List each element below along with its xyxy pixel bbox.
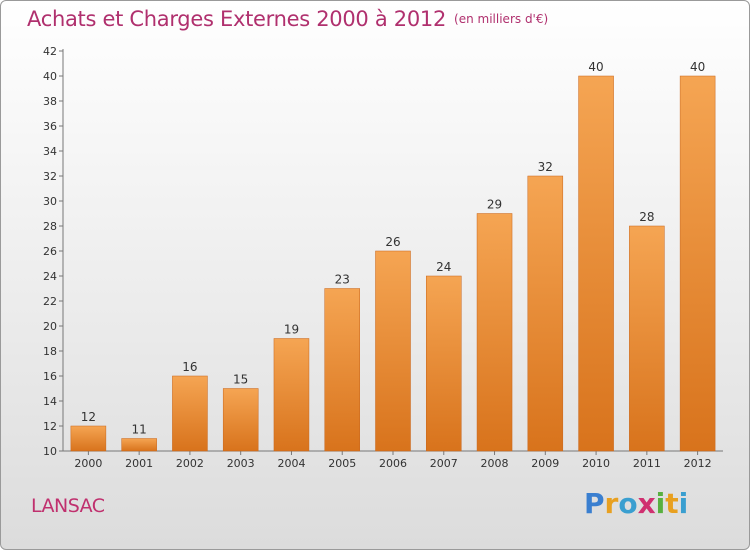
x-tick-label: 2007: [430, 457, 458, 470]
logo-letter: t: [665, 487, 679, 520]
chart-title: Achats et Charges Externes 2000 à 2012 (e…: [27, 7, 548, 31]
x-tick-label: 2011: [633, 457, 661, 470]
bar-2003: [222, 388, 259, 452]
y-tick-label: 28: [43, 220, 57, 233]
bar-2012: [679, 75, 716, 452]
y-tick-label: 16: [43, 370, 57, 383]
bar-2004: [273, 338, 310, 452]
logo-letter: x: [637, 487, 656, 520]
x-tick-label: 2002: [176, 457, 204, 470]
axes: 10 12 14 16 18 20 22 24 26 28 30 32 34 36 38 40 42 2000 20…: [43, 45, 723, 470]
x-tick-label: 2006: [379, 457, 407, 470]
logo-letter: o: [618, 487, 638, 520]
x-tick-label: 2008: [481, 457, 509, 470]
bar-2000: [70, 425, 107, 452]
bar-2008: [476, 213, 513, 452]
x-tick-label: 2000: [74, 457, 102, 470]
y-tick-label: 42: [43, 45, 57, 58]
y-tick-label: 26: [43, 245, 57, 258]
y-tick-label: 36: [43, 120, 57, 133]
data-label-2003: 15: [233, 373, 248, 387]
x-tick-label: 2001: [125, 457, 153, 470]
x-tick-label: 2010: [582, 457, 610, 470]
bar-2010: [578, 75, 614, 452]
logo-letter: r: [604, 487, 619, 520]
data-label-2009: 32: [538, 160, 553, 174]
data-label-2011: 28: [639, 210, 654, 224]
bars: [70, 75, 716, 452]
y-tick-label: 10: [43, 445, 57, 458]
bar-2007: [426, 275, 462, 452]
y-tick-label: 18: [43, 345, 57, 358]
logo-letter: i: [678, 487, 689, 520]
data-label-2008: 29: [487, 198, 502, 212]
bar-2006: [375, 250, 411, 452]
data-label-2012: 40: [690, 60, 705, 74]
x-tick-label: 2012: [684, 457, 712, 470]
y-tick-label: 22: [43, 295, 57, 308]
data-label-2010: 40: [588, 60, 603, 74]
data-label-2001: 11: [132, 423, 147, 437]
bar-2002: [172, 375, 208, 452]
data-label-2000: 12: [81, 410, 96, 424]
data-label-2002: 16: [182, 360, 197, 374]
y-tick-label: 24: [43, 270, 57, 283]
x-tick-label: 2005: [328, 457, 356, 470]
chart-subtitle: (en milliers d'€): [454, 12, 549, 26]
y-tick-label: 40: [43, 70, 57, 83]
proxiti-logo: Proxiti: [584, 487, 688, 520]
data-label-2004: 19: [284, 323, 299, 337]
x-tick-label: 2003: [227, 457, 255, 470]
y-tick-label: 20: [43, 320, 57, 333]
data-labels: 12 11 16 15 19 23 26 24 29 32 40 28 40: [81, 60, 706, 437]
logo-letter: i: [655, 487, 666, 520]
x-tick-label: 2009: [531, 457, 559, 470]
place-label: LANSAC: [31, 495, 105, 517]
x-tick-label: 2004: [277, 457, 305, 470]
chart-title-main: Achats et Charges Externes 2000 à 2012: [27, 7, 447, 31]
logo-letter: P: [584, 487, 605, 520]
bar-2011: [629, 225, 665, 452]
y-tick-label: 38: [43, 95, 57, 108]
data-label-2006: 26: [385, 235, 400, 249]
y-tick-label: 12: [43, 420, 57, 433]
y-tick-label: 32: [43, 170, 57, 183]
bar-2001: [121, 438, 157, 452]
data-label-2007: 24: [436, 260, 451, 274]
bar-2005: [324, 288, 360, 452]
y-tick-label: 14: [43, 395, 57, 408]
y-tick-label: 30: [43, 195, 57, 208]
data-label-2005: 23: [335, 273, 350, 287]
bar-2009: [527, 175, 564, 452]
y-tick-label: 34: [43, 145, 57, 158]
